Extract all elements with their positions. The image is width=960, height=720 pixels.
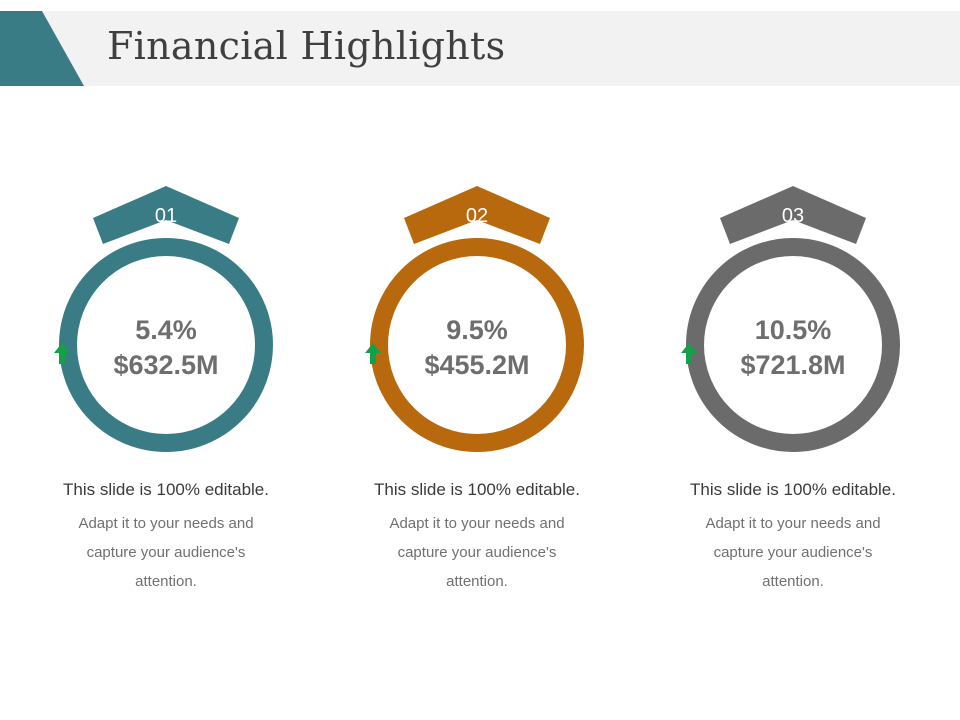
description-body: Adapt it to your needs and capture your …	[78, 515, 254, 590]
header-accent-shape	[0, 11, 84, 86]
percent-value: 10.5%	[754, 315, 832, 345]
percent-value: 5.4%	[135, 315, 197, 345]
ring	[59, 238, 273, 452]
amount-value: $455.2M	[424, 350, 530, 380]
ring	[686, 238, 900, 452]
tab-shape	[404, 186, 550, 244]
amount-value: $721.8M	[740, 350, 846, 380]
tab-shape	[93, 186, 239, 244]
percent-value: 9.5%	[446, 315, 508, 345]
arrow-up-icon	[54, 343, 70, 364]
page-title: Financial Highlights	[107, 24, 506, 68]
description-body: Adapt it to your needs and capture your …	[705, 515, 881, 590]
card-number: 03	[781, 205, 805, 227]
description-body: Adapt it to your needs and capture your …	[389, 515, 565, 590]
ring	[370, 238, 584, 452]
description-title: This slide is 100% editable.	[689, 480, 896, 499]
card-number: 02	[465, 205, 489, 227]
amount-value: $632.5M	[113, 350, 219, 380]
highlight-card-1: 01 5.4% $632.5M This slide is 100% edita…	[51, 180, 281, 600]
card-number: 01	[154, 205, 178, 227]
description-title: This slide is 100% editable.	[62, 480, 269, 499]
highlight-card-3: 03 10.5% $721.8M This slide is 100% edit…	[678, 180, 908, 600]
tab-shape	[720, 186, 866, 244]
ring-graphic	[370, 186, 584, 452]
arrow-up-icon	[681, 343, 697, 364]
arrow-up-icon	[365, 343, 381, 364]
description-title: This slide is 100% editable.	[373, 480, 580, 499]
header-band	[0, 11, 960, 86]
ring-graphic	[686, 186, 900, 452]
ring-graphic	[59, 186, 273, 452]
highlight-card-2: 02 9.5% $455.2M This slide is 100% edita…	[362, 180, 592, 600]
